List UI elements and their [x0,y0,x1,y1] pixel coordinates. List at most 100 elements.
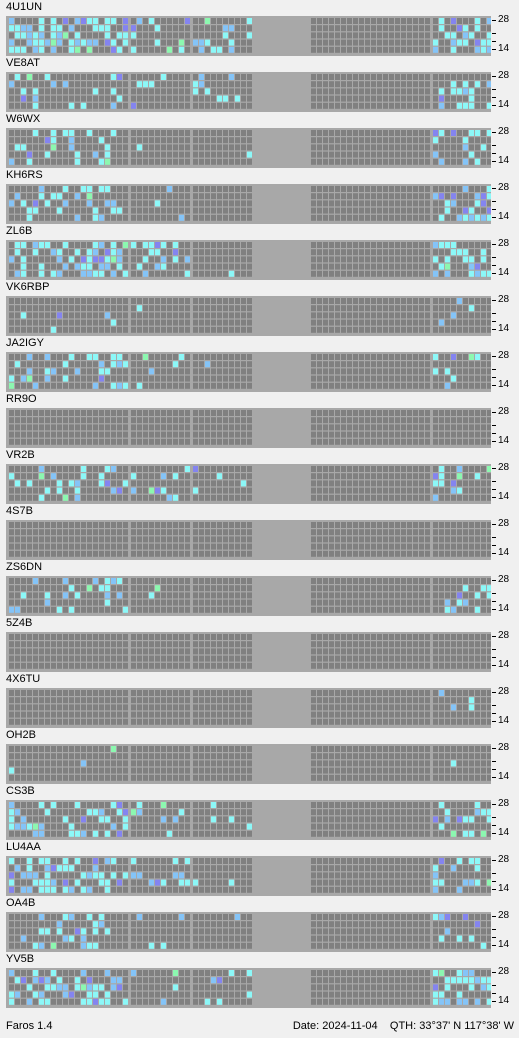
grid-cell [199,319,204,326]
grid-cell [33,256,38,263]
grid-cell [419,81,424,88]
grid-cell [463,39,468,46]
grid-cell [487,711,491,718]
grid-cell [179,606,184,613]
grid-cell [481,592,486,599]
grid-cell [347,200,352,207]
grid-cell [33,767,38,774]
grid-cell [311,130,316,136]
grid-cell [217,137,222,144]
grid-cell [155,718,160,725]
grid-cell [211,263,216,270]
grid-cell [335,200,340,207]
grid-cell [235,263,240,270]
grid-cell [487,480,491,487]
grid-cell [365,144,370,151]
grid-cell [217,662,222,669]
grid-cell [39,151,44,158]
grid-cell [15,207,20,214]
grid-cell [311,249,316,256]
grid-cell [445,25,450,32]
grid-cell [383,74,388,80]
grid-cell [137,88,142,95]
grid-cell [39,25,44,32]
grid-cell [117,522,122,528]
grid-cell [395,410,400,416]
grid-cell [229,578,234,584]
grid-cell [15,193,20,200]
grid-cell [389,522,394,528]
grid-cell [205,466,210,472]
grid-cell [81,305,86,312]
grid-cell [33,130,38,136]
grid-cell [487,718,491,725]
grid-cell [457,81,462,88]
grid-cell [335,522,340,528]
grid-cell [117,305,122,312]
grid-cell [205,361,210,368]
grid-cell [167,158,172,165]
axis-label-14: 14 [498,99,510,110]
grid-cell [389,410,394,416]
grid-cell [117,88,122,95]
grid-cell [365,130,370,136]
grid-cell [311,151,316,158]
grid-cell [87,186,92,192]
grid-cell [131,655,136,662]
grid-cell [155,522,160,528]
axis-tick [492,636,496,637]
grid-cell [105,144,110,151]
grid-cell [407,305,412,312]
grid-cell [401,32,406,39]
grid-cell [211,151,216,158]
grid-cell [75,319,80,326]
grid-cell [469,130,474,136]
grid-cell [377,249,382,256]
grid-cell [205,711,210,718]
grid-cell [167,543,172,550]
grid-cell [27,767,32,774]
grid-cell [457,354,462,360]
grid-cell [51,207,56,214]
grid-cell [407,662,412,669]
grid-cell [317,536,322,543]
axis-tick [492,524,496,525]
grid-cell [167,200,172,207]
grid-cell [457,74,462,80]
grid-cell [75,550,80,557]
grid-cell [75,690,80,696]
grid-cell [217,641,222,648]
grid-cell [223,354,228,360]
grid-cell [475,718,480,725]
grid-cell [123,32,128,39]
grid-cell [419,529,424,536]
grid-cell [179,648,184,655]
grid-cell [143,606,148,613]
grid-cell [137,74,142,80]
grid-cell [9,417,14,424]
grid-cell [463,242,468,248]
grid-cell [155,186,160,192]
grid-cell [111,102,116,109]
grid-cell [407,466,412,472]
grid-cell [87,263,92,270]
grid-cell [241,207,246,214]
grid-cell [149,634,154,640]
grid-cell [329,774,334,781]
grid-cell [241,424,246,431]
grid-cell [425,410,430,416]
grid-cell [377,606,382,613]
grid-cell [341,487,346,494]
grid-cell [21,249,26,256]
grid-cell [111,74,116,80]
grid-cell [39,522,44,528]
grid-cell [389,249,394,256]
grid-cell [137,431,142,438]
axis-label-14: 14 [498,155,510,166]
grid-cell [311,193,316,200]
grid-cell [155,46,160,53]
grid-cell [33,529,38,536]
grid-cell [359,137,364,144]
grid-cell [21,641,26,648]
grid-cell [155,438,160,445]
